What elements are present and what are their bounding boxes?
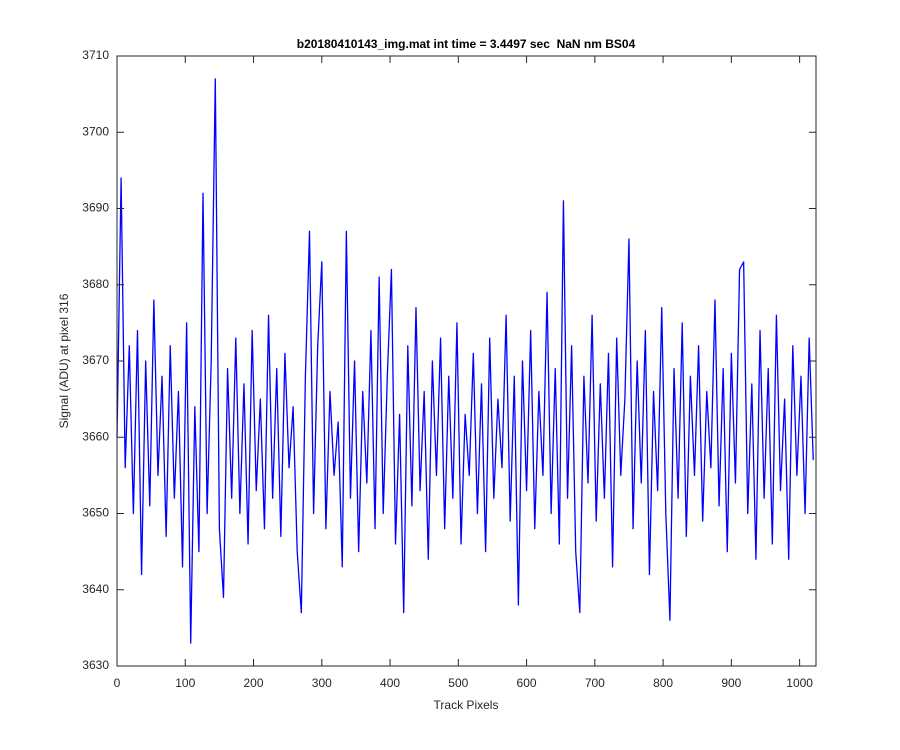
x-tick-label: 500: [448, 676, 468, 690]
x-tick-label: 100: [175, 676, 195, 690]
x-tick-label: 800: [653, 676, 673, 690]
y-tick-label: 3700: [82, 124, 109, 138]
x-tick-label: 0: [114, 676, 121, 690]
x-tick-label: 1000: [786, 676, 813, 690]
y-tick-label: 3690: [82, 201, 109, 215]
x-axis-label: Track Pixels: [434, 698, 499, 712]
x-tick-label: 700: [585, 676, 605, 690]
y-tick-label: 3630: [82, 658, 109, 672]
chart-title: b20180410143_img.mat int time = 3.4497 s…: [297, 37, 636, 51]
y-tick-label: 3670: [82, 353, 109, 367]
x-tick-label: 900: [721, 676, 741, 690]
y-tick-label: 3640: [82, 582, 109, 596]
y-tick-label: 3650: [82, 506, 109, 520]
x-tick-label: 600: [517, 676, 537, 690]
x-tick-label: 300: [312, 676, 332, 690]
y-tick-label: 3660: [82, 429, 109, 443]
y-tick-label: 3710: [82, 48, 109, 62]
y-tick-label: 3680: [82, 277, 109, 291]
y-axis-label: Signal (ADU) at pixel 316: [57, 293, 71, 428]
data-line: [116, 78, 814, 644]
x-tick-label: 400: [380, 676, 400, 690]
x-tick-label: 200: [244, 676, 264, 690]
